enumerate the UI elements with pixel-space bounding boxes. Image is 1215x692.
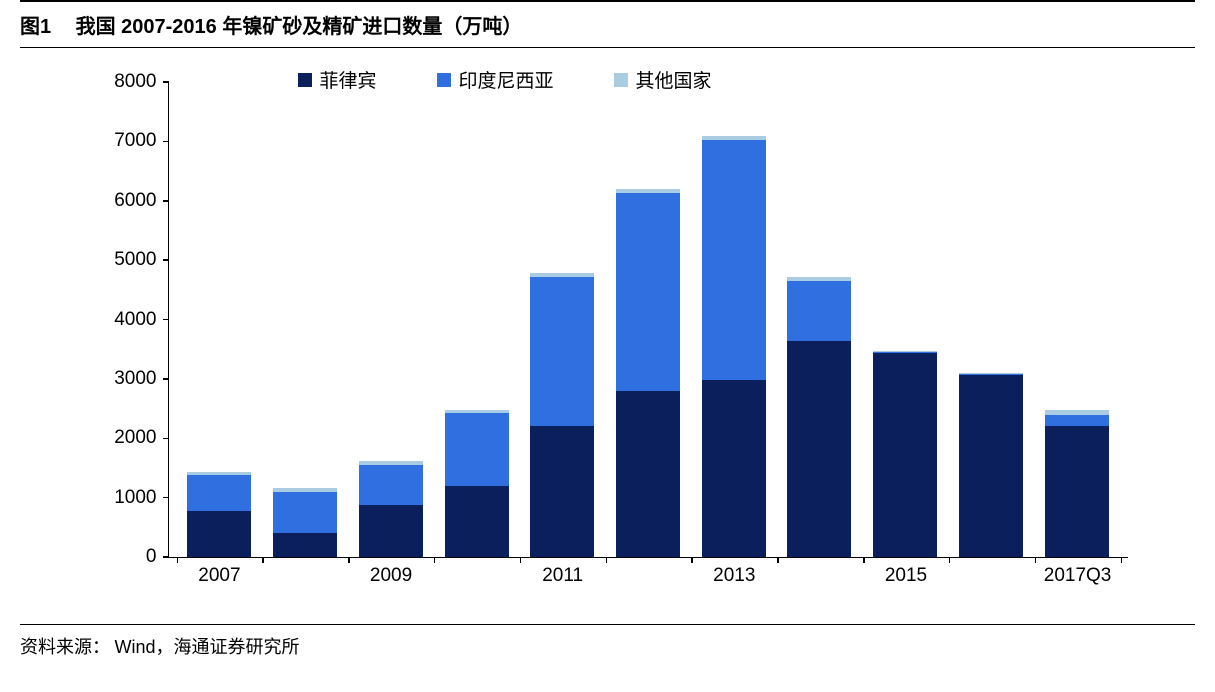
x-tick-label: 2007 [198, 557, 240, 587]
title-bar: 图1 我国 2007-2016 年镍矿砂及精矿进口数量（万吨） [20, 0, 1195, 48]
source-bar: 资料来源： Wind，海通证券研究所 [20, 624, 1195, 663]
y-tick-label: 0 [146, 546, 169, 568]
bar-segment-indonesia [702, 140, 766, 380]
bar-segment-indonesia [616, 193, 680, 391]
x-tick-mark [520, 557, 522, 563]
bars-row [169, 83, 1128, 557]
chart-area: 菲律宾 印度尼西亚 其他国家 0100020003000400050006000… [58, 58, 1158, 618]
bar-group [787, 277, 851, 557]
x-tick-mark [1121, 557, 1123, 563]
y-tick-label: 7000 [114, 130, 168, 152]
figure-title: 我国 2007-2016 年镍矿砂及精矿进口数量（万吨） [76, 16, 523, 38]
bar-segment-indonesia [445, 413, 509, 485]
x-tick-mark [777, 557, 779, 563]
bar-group [616, 189, 680, 557]
bar-segment-philippines [187, 511, 251, 557]
source-label: 资料来源： [20, 637, 110, 657]
y-tick-label: 8000 [114, 71, 168, 93]
x-tick-mark [949, 557, 951, 563]
x-tick-mark [606, 557, 608, 563]
y-tick-label: 1000 [114, 487, 168, 509]
figure-label: 图1 [20, 16, 51, 38]
bar-segment-indonesia [1045, 415, 1109, 427]
x-tick-mark [262, 557, 264, 563]
bar-group [187, 472, 251, 558]
bar-segment-philippines [616, 391, 680, 557]
bar-segment-philippines [1045, 426, 1109, 557]
y-tick-label: 4000 [114, 309, 168, 331]
x-tick-mark [1035, 557, 1037, 563]
bar-segment-indonesia [187, 475, 251, 511]
x-tick-mark [348, 557, 350, 563]
bar-segment-philippines [445, 486, 509, 557]
x-tick-mark [434, 557, 436, 563]
x-tick-mark [691, 557, 693, 563]
x-tick-label: 2013 [713, 557, 755, 587]
bar-group [445, 410, 509, 557]
bar-segment-philippines [359, 505, 423, 557]
bar-segment-indonesia [359, 465, 423, 505]
bar-group [702, 136, 766, 557]
x-tick-mark [177, 557, 179, 563]
bar-segment-philippines [787, 341, 851, 557]
bar-group [1045, 410, 1109, 557]
bar-group [530, 273, 594, 557]
bar-group [359, 461, 423, 557]
y-tick-label: 5000 [114, 249, 168, 271]
y-tick-label: 2000 [114, 427, 168, 449]
bar-segment-philippines [702, 380, 766, 557]
x-tick-mark [863, 557, 865, 563]
x-tick-label: 2011 [542, 557, 583, 587]
x-tick-label: 2017Q3 [1044, 557, 1112, 587]
bar-group [273, 488, 337, 557]
y-tick-label: 6000 [114, 190, 168, 212]
x-tick-label: 2015 [885, 557, 927, 587]
plot-area: 0100020003000400050006000700080002007200… [168, 83, 1128, 558]
y-tick-label: 3000 [114, 368, 168, 390]
bar-segment-philippines [959, 375, 1023, 557]
bar-segment-philippines [273, 533, 337, 557]
bar-segment-philippines [873, 353, 937, 557]
bar-segment-indonesia [273, 492, 337, 534]
bar-segment-indonesia [787, 281, 851, 342]
figure-container: 图1 我国 2007-2016 年镍矿砂及精矿进口数量（万吨） 菲律宾 印度尼西… [0, 0, 1215, 663]
x-tick-label: 2009 [370, 557, 412, 587]
bar-segment-indonesia [530, 277, 594, 427]
bar-group [873, 351, 937, 557]
source-value: Wind，海通证券研究所 [114, 637, 299, 657]
bar-group [959, 373, 1023, 557]
bar-segment-philippines [530, 426, 594, 557]
